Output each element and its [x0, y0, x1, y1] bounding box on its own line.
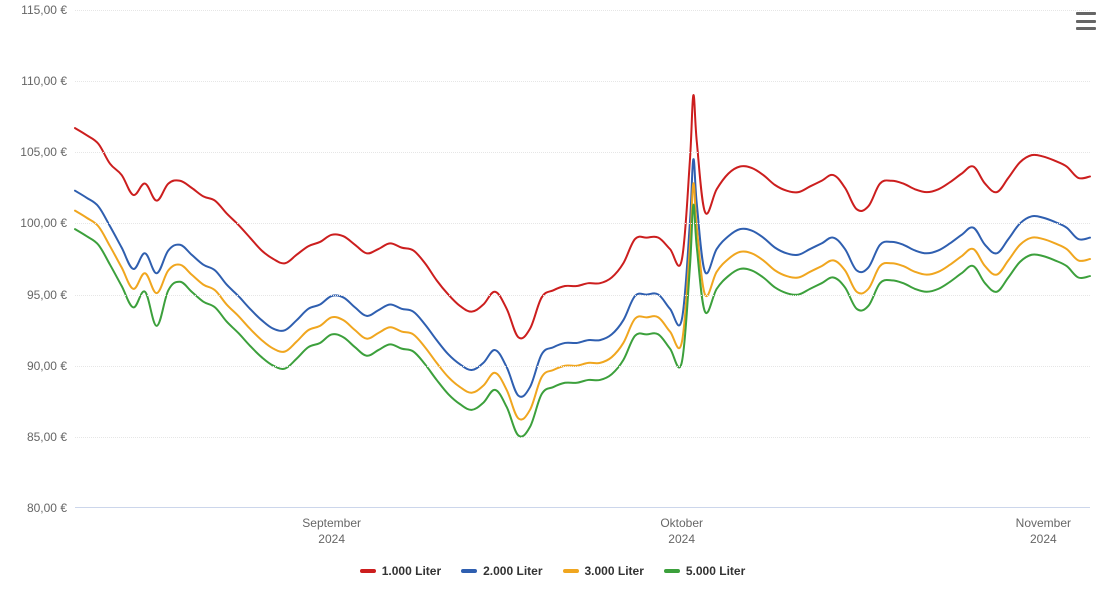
- y-grid-line: [75, 81, 1090, 82]
- legend-label: 5.000 Liter: [686, 564, 745, 578]
- y-grid-line: [75, 152, 1090, 153]
- y-tick-label: 90,00 €: [27, 359, 67, 373]
- series-line-s1000: [75, 95, 1090, 338]
- plot-area: 80,00 €85,00 €90,00 €95,00 €100,00 €105,…: [75, 10, 1090, 508]
- y-tick-label: 105,00 €: [20, 145, 67, 159]
- y-tick-label: 80,00 €: [27, 501, 67, 515]
- x-tick-year: 2024: [318, 532, 345, 546]
- x-tick-month: September: [302, 516, 361, 530]
- legend-label: 1.000 Liter: [382, 564, 441, 578]
- y-grid-line: [75, 223, 1090, 224]
- legend-item-s5000[interactable]: 5.000 Liter: [664, 564, 745, 578]
- y-grid-line: [75, 437, 1090, 438]
- y-grid-line: [75, 10, 1090, 11]
- legend-label: 3.000 Liter: [585, 564, 644, 578]
- legend-swatch: [360, 569, 376, 573]
- legend-swatch: [664, 569, 680, 573]
- y-tick-label: 95,00 €: [27, 288, 67, 302]
- legend-label: 2.000 Liter: [483, 564, 542, 578]
- x-tick-month: November: [1016, 516, 1071, 530]
- x-tick-label: September 2024: [302, 516, 361, 547]
- chart-legend: 1.000 Liter 2.000 Liter 3.000 Liter 5.000 L…: [0, 562, 1105, 578]
- x-tick-month: Oktober: [660, 516, 703, 530]
- legend-swatch: [563, 569, 579, 573]
- x-tick-year: 2024: [668, 532, 695, 546]
- series-line-s3000: [75, 183, 1090, 419]
- y-grid-line: [75, 295, 1090, 296]
- price-line-chart: 80,00 € 85,00 € 90,00 € 95,00 € 100,00 € 105,…: [0, 0, 1105, 603]
- y-grid-line: [75, 366, 1090, 367]
- y-tick-label: 100,00 €: [20, 216, 67, 230]
- legend-item-s3000[interactable]: 3.000 Liter: [563, 564, 644, 578]
- chart-lines-svg: [75, 10, 1090, 508]
- series-line-s2000: [75, 159, 1090, 397]
- x-tick-label: Oktober 2024: [660, 516, 703, 547]
- x-tick-year: 2024: [1030, 532, 1057, 546]
- legend-item-s2000[interactable]: 2.000 Liter: [461, 564, 542, 578]
- legend-swatch: [461, 569, 477, 573]
- x-tick-label: November 2024: [1016, 516, 1071, 547]
- y-tick-label: 85,00 €: [27, 430, 67, 444]
- y-tick-label: 115,00 €: [21, 3, 67, 17]
- y-tick-label: 110,00 €: [21, 74, 67, 88]
- series-line-s5000: [75, 205, 1090, 437]
- legend-item-s1000[interactable]: 1.000 Liter: [360, 564, 441, 578]
